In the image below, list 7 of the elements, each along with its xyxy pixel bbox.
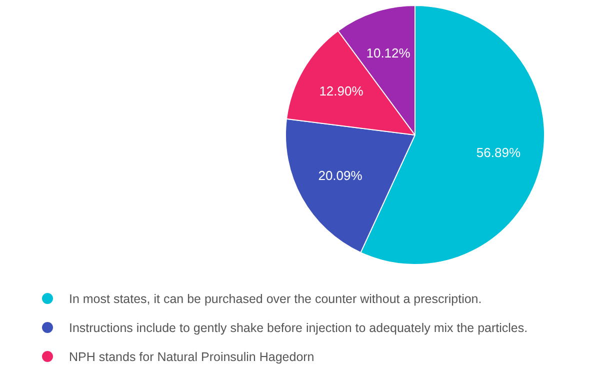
data-label: 10.12%	[366, 45, 411, 60]
legend-label: In most states, it can be purchased over the counter without a prescription.	[69, 292, 482, 306]
legend-label: Instructions include to gently shake before injection to adequately mix the particles.	[69, 320, 528, 334]
data-label: 56.89%	[476, 144, 521, 160]
legend-label: NPH stands for Natural Proinsulin Hagedorn	[69, 350, 314, 364]
data-label: 12.90%	[319, 83, 364, 98]
data-label: 20.09%	[318, 168, 363, 184]
